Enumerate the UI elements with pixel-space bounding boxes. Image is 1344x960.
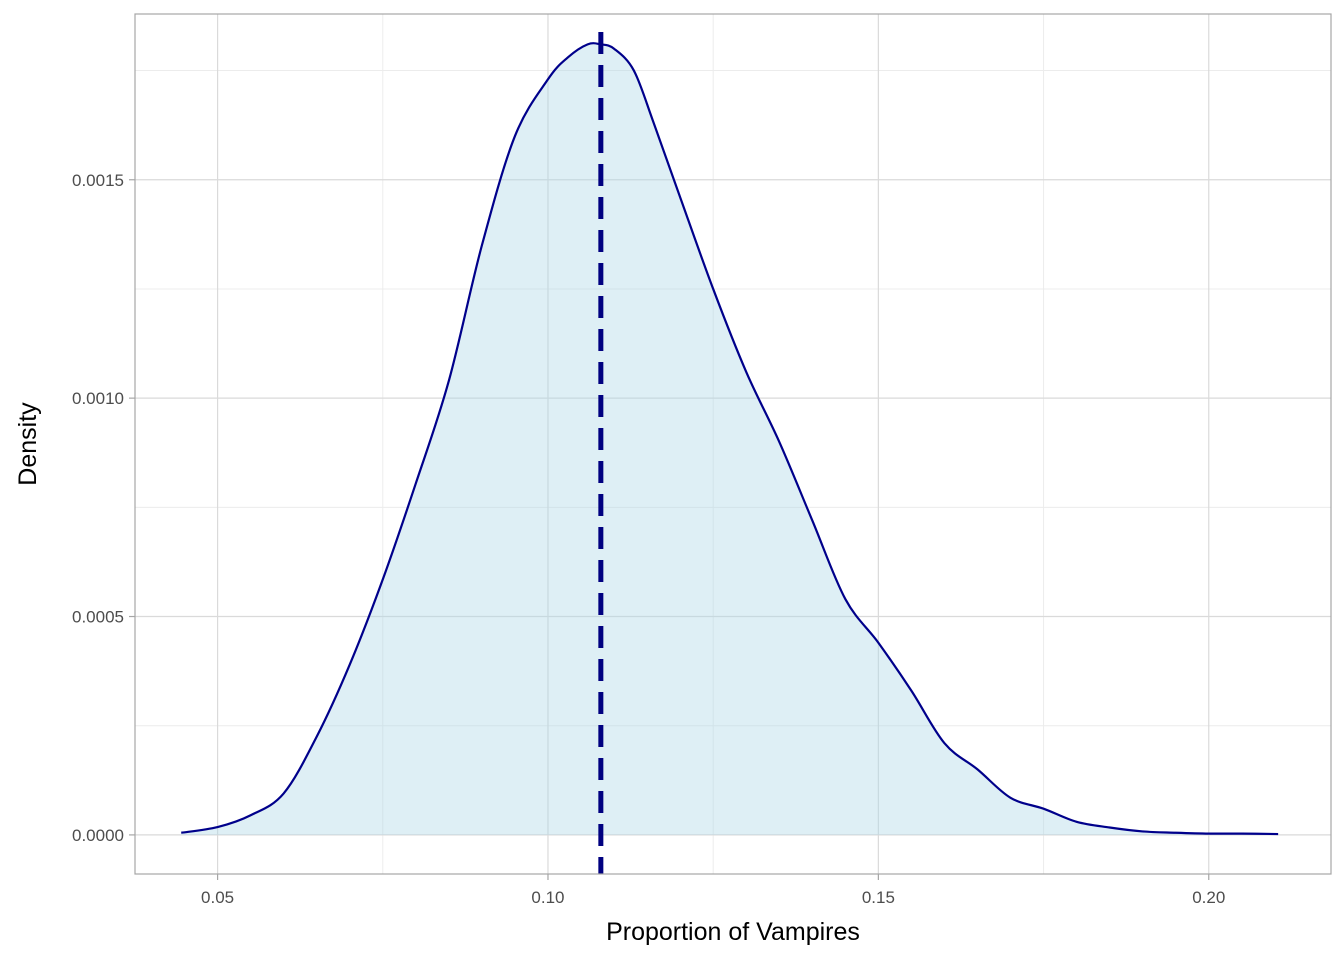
y-tick-label: 0.0015 [72, 171, 124, 190]
x-tick-label: 0.15 [862, 888, 895, 907]
y-tick-label: 0.0010 [72, 389, 124, 408]
density-area [181, 43, 1279, 835]
x-tick-label: 0.10 [531, 888, 564, 907]
y-tick-label: 0.0000 [72, 826, 124, 845]
x-axis: 0.05 0.10 0.15 0.20 [201, 874, 1225, 907]
y-axis: 0.0000 0.0005 0.0010 0.0015 [72, 171, 135, 845]
y-axis-title: Density [14, 402, 42, 486]
x-tick-label: 0.20 [1192, 888, 1225, 907]
grid-minor [135, 14, 1331, 874]
grid-major [135, 14, 1331, 874]
x-axis-title: Proportion of Vampires [606, 918, 860, 946]
y-tick-label: 0.0005 [72, 608, 124, 627]
density-curve [181, 42, 1279, 836]
x-tick-label: 0.05 [201, 888, 234, 907]
panel-border [134, 13, 1332, 875]
